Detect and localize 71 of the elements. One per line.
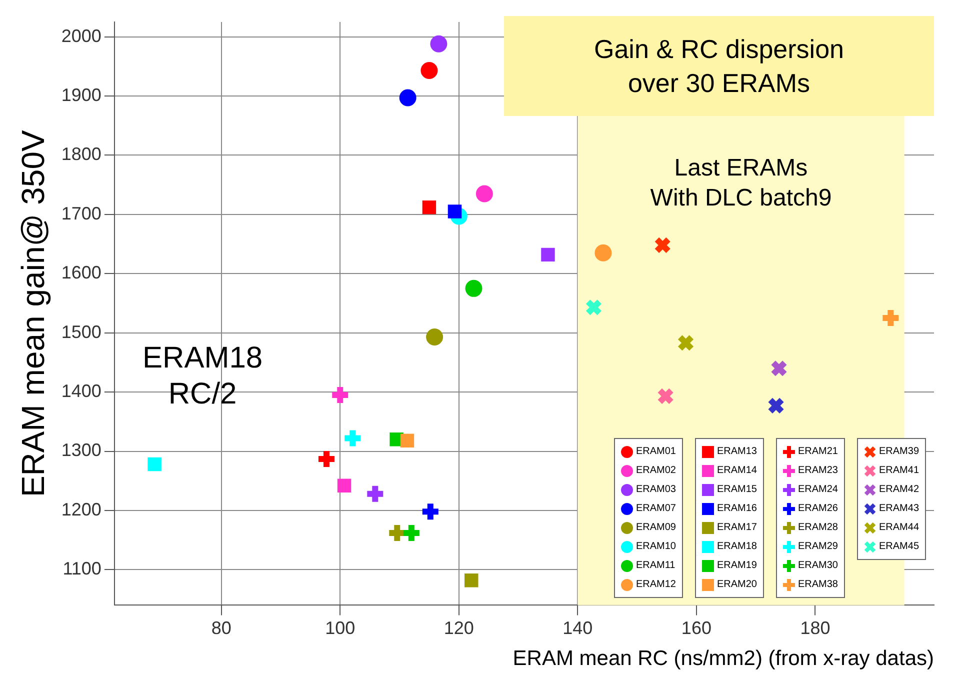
legend-label: ERAM13 — [716, 446, 757, 457]
legend-label: ERAM38 — [798, 579, 838, 590]
legend-label: ERAM16 — [716, 503, 757, 514]
legend-label: ERAM44 — [878, 522, 919, 533]
legend-label: ERAM19 — [716, 560, 757, 571]
legend-label: ERAM20 — [716, 579, 757, 590]
point — [337, 478, 352, 492]
legend-label: ERAM23 — [798, 465, 838, 476]
point — [420, 62, 438, 80]
legend-label: ERAM01 — [636, 446, 676, 457]
legend-label: ERAM15 — [716, 484, 757, 495]
x-axis-title: ERAM mean RC (ns/mm2) (from x-ray datas) — [512, 647, 934, 670]
legend-label: ERAM09 — [636, 522, 676, 533]
legend-label: ERAM28 — [798, 522, 838, 533]
legend-label: ERAM30 — [798, 560, 838, 571]
legend-label: ERAM07 — [636, 503, 676, 514]
legend-label: ERAM14 — [716, 465, 757, 476]
y-tick-label: 1200 — [61, 499, 102, 520]
point — [400, 434, 414, 448]
point — [448, 204, 462, 218]
legend-label: ERAM24 — [798, 484, 838, 495]
y-tick-label: 2000 — [61, 26, 102, 46]
legend-label: ERAM10 — [636, 541, 676, 552]
y-tick-label: 1400 — [61, 381, 102, 402]
point — [430, 35, 448, 52]
point — [770, 360, 788, 378]
x-tick-label: 80 — [211, 618, 232, 638]
legend-label: ERAM17 — [716, 522, 757, 533]
point — [476, 185, 493, 202]
y-tick-label: 1300 — [61, 440, 102, 460]
y-tick-label: 1900 — [61, 84, 102, 105]
y-tick-label: 1600 — [61, 262, 102, 283]
legend-label: ERAM29 — [798, 541, 838, 552]
point — [585, 298, 602, 316]
legend-label: ERAM11 — [636, 560, 676, 571]
point — [654, 236, 672, 254]
band-label: Last ERAMs With DLC batch9 — [650, 154, 832, 212]
point — [399, 89, 416, 106]
legend-label: ERAM21 — [798, 446, 838, 457]
legend-label: ERAM02 — [636, 465, 676, 476]
legend-label: ERAM42 — [878, 484, 919, 495]
legend-label: ERAM12 — [636, 579, 676, 590]
point — [594, 244, 612, 262]
point — [767, 397, 785, 414]
legend-label: ERAM45 — [878, 541, 919, 552]
y-tick-label: 1100 — [62, 558, 102, 579]
point — [464, 573, 478, 588]
legend-label: ERAM39 — [878, 446, 919, 457]
x-tick-label: 100 — [325, 618, 356, 638]
point — [426, 328, 444, 346]
x-tick-label: 120 — [444, 618, 474, 638]
x-tick-label: 140 — [562, 618, 593, 638]
point — [541, 248, 555, 262]
point — [677, 334, 694, 352]
legend-label: ERAM26 — [798, 503, 838, 514]
legend-label: ERAM18 — [716, 541, 757, 552]
point — [148, 457, 162, 472]
y-axis-title: ERAM mean gain@ 350V — [15, 130, 52, 498]
point — [422, 200, 436, 214]
point — [465, 280, 482, 297]
legend-label: ERAM03 — [636, 484, 676, 495]
point — [656, 388, 674, 405]
x-tick-label: 180 — [800, 618, 830, 638]
annotation: ERAM18 RC/2 — [142, 342, 263, 411]
text: Gain & RC dispersion over 30 ERAMs — [594, 33, 844, 100]
legend-label: ERAM43 — [878, 503, 919, 514]
y-tick-label: 1500 — [61, 322, 102, 342]
legend-label: ERAM41 — [878, 465, 919, 476]
x-tick-label: 160 — [681, 618, 712, 638]
y-tick-label: 1700 — [61, 203, 102, 224]
y-tick-label: 1800 — [61, 144, 102, 164]
